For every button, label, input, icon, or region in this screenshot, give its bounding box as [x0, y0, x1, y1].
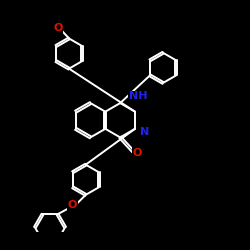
- Text: O: O: [53, 23, 62, 33]
- Text: O: O: [133, 148, 142, 158]
- Text: O: O: [68, 200, 77, 210]
- Text: N: N: [140, 127, 149, 137]
- Text: NH: NH: [128, 92, 147, 102]
